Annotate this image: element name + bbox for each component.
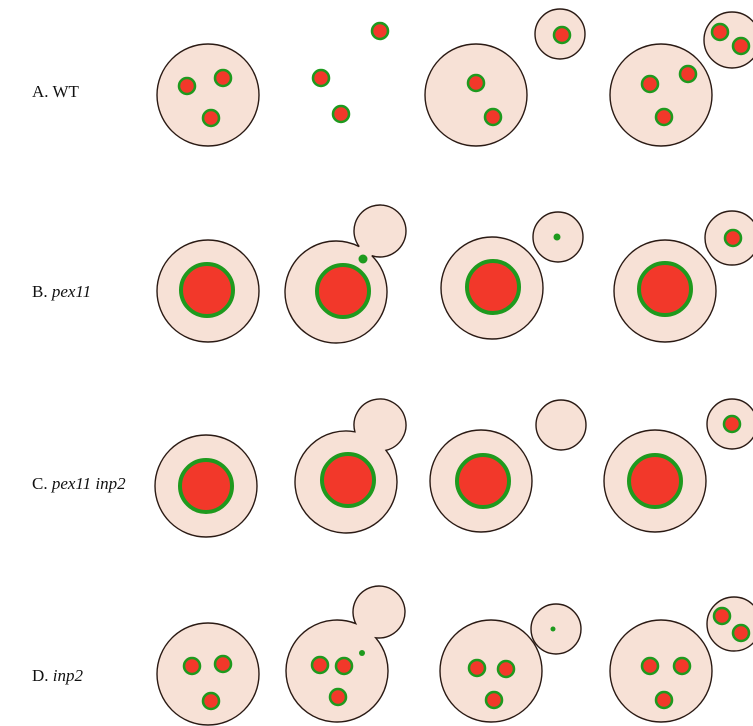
peroxisome xyxy=(640,656,660,676)
tiny-peroxisome xyxy=(553,233,561,241)
row-label-a-prefix: A. xyxy=(32,82,49,101)
peroxisome xyxy=(213,654,233,674)
row-label-c: C. pex11 inp2 xyxy=(32,475,126,492)
peroxisome xyxy=(328,687,348,707)
peroxisome xyxy=(672,656,692,676)
tiny-peroxisome xyxy=(550,626,556,632)
row-label-b-prefix: B. xyxy=(32,282,48,301)
peroxisome xyxy=(334,656,354,676)
enlarged-peroxisome xyxy=(465,259,521,315)
peroxisome xyxy=(201,691,221,711)
peroxisome xyxy=(722,414,742,434)
peroxisome xyxy=(331,104,351,124)
peroxisome xyxy=(213,68,233,88)
peroxisome xyxy=(311,68,331,88)
peroxisome xyxy=(731,623,751,643)
peroxisome xyxy=(654,107,674,127)
enlarged-peroxisome xyxy=(315,263,371,319)
peroxisome xyxy=(552,25,572,45)
enlarged-peroxisome xyxy=(178,458,234,514)
inp2-stage4-bud xyxy=(706,596,753,652)
peroxisome xyxy=(731,36,751,56)
enlarged-peroxisome xyxy=(455,453,511,509)
inp2-stage3-bud xyxy=(530,603,582,655)
enlarged-peroxisome xyxy=(637,261,693,317)
row-label-a-name: WT xyxy=(52,82,79,101)
pex11inp2-stage3-bud xyxy=(535,399,587,451)
peroxisome xyxy=(654,690,674,710)
peroxisome xyxy=(310,655,330,675)
inp2-stage3-cell xyxy=(439,619,543,723)
row-label-b: B. pex11 xyxy=(32,283,91,300)
row-label-c-prefix: C. xyxy=(32,474,48,493)
peroxisome xyxy=(182,656,202,676)
peroxisome xyxy=(710,22,730,42)
tiny-peroxisome xyxy=(359,650,365,656)
peroxisome xyxy=(640,74,660,94)
row-label-a: A. WT xyxy=(32,83,79,100)
row-label-c-name: pex11 inp2 xyxy=(51,474,126,493)
enlarged-peroxisome xyxy=(320,452,376,508)
peroxisome xyxy=(483,107,503,127)
peroxisome xyxy=(201,108,221,128)
peroxisome xyxy=(723,228,743,248)
peroxisome xyxy=(496,659,516,679)
peroxisome xyxy=(467,658,487,678)
wt-stage3-cell xyxy=(424,43,528,147)
inp2-stage2-cell-outline xyxy=(285,585,406,723)
peroxisome xyxy=(712,606,732,626)
row-label-b-name: pex11 xyxy=(51,282,92,301)
enlarged-peroxisome xyxy=(627,453,683,509)
row-label-d-name: inp2 xyxy=(52,666,84,685)
peroxisome xyxy=(678,64,698,84)
inp2-stage4-cell xyxy=(609,619,713,723)
peroxisome xyxy=(466,73,486,93)
wt-stage4-cell xyxy=(609,43,713,147)
inp2-stage1-cell xyxy=(156,622,260,726)
wt-stage1-cell xyxy=(156,43,260,147)
tiny-peroxisome xyxy=(358,254,368,264)
peroxisome xyxy=(370,21,390,41)
inp2-stage2-cell xyxy=(285,585,406,723)
enlarged-peroxisome xyxy=(179,262,235,318)
peroxisome xyxy=(484,690,504,710)
row-label-d-prefix: D. xyxy=(32,666,49,685)
peroxisome xyxy=(177,76,197,96)
row-label-d: D. inp2 xyxy=(32,667,83,684)
